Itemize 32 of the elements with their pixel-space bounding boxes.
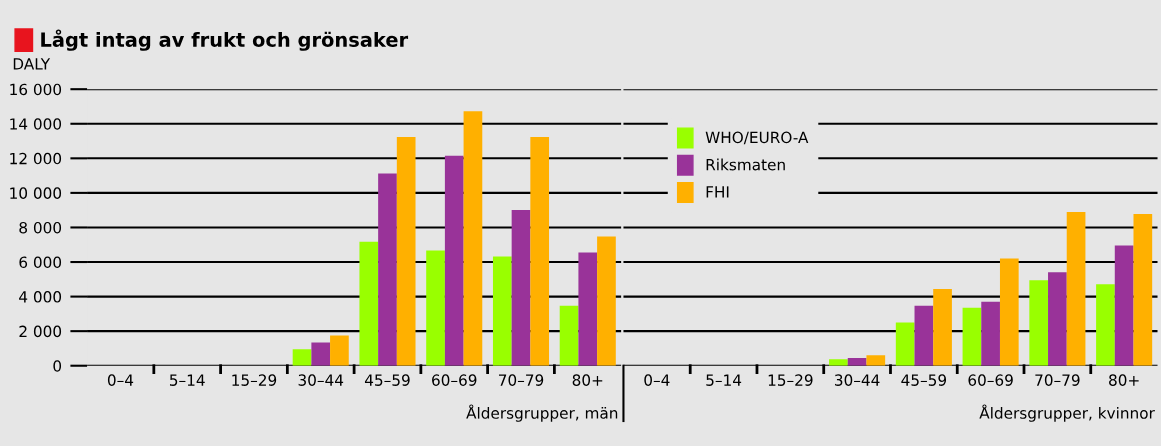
- x-tick-label: 80+: [1109, 374, 1139, 386]
- x-axis-title: Åldersgrupper, kvinnor: [979, 404, 1155, 422]
- y-tick-label: 4 000: [19, 291, 62, 303]
- x-tick-label: 45–59: [901, 374, 947, 386]
- x-tick-label: 15–29: [768, 374, 813, 386]
- legend-label: FHI: [706, 186, 729, 198]
- y-tick-label: 12 000: [10, 152, 62, 165]
- x-axis-title: Åldersgrupper, män: [466, 404, 618, 422]
- x-tick-label: 80+: [572, 374, 603, 386]
- x-tick-label: 0–4: [107, 374, 134, 386]
- x-tick-label: 5–14: [169, 374, 205, 386]
- x-tick-label: 45–59: [364, 374, 410, 386]
- x-tick-label: 70–79: [498, 374, 544, 386]
- x-tick-label: 60–69: [432, 374, 477, 386]
- x-tick-label: 60–69: [968, 374, 1013, 386]
- y-tick-label: 8 000: [19, 221, 62, 234]
- x-tick-label: 30–44: [835, 374, 880, 386]
- y-tick-label: 0: [53, 360, 62, 372]
- x-tick-label: 15–29: [232, 374, 277, 386]
- y-tick-label: 14 000: [10, 118, 62, 130]
- chart-title: Lågt intag av frukt och grönsaker: [41, 29, 409, 51]
- y-tick-label: 16 000: [10, 83, 62, 96]
- legend-label: Riksmaten: [706, 158, 785, 171]
- x-tick-label: 0–4: [644, 374, 670, 386]
- x-tick-label: 70–79: [1035, 374, 1080, 386]
- y-tick-label: 2 000: [19, 325, 62, 338]
- x-tick-label: 30–44: [298, 374, 344, 386]
- x-tick-label: 5–14: [706, 374, 742, 386]
- y-axis-title: DALY: [13, 58, 51, 70]
- legend-label: WHO/EURO-A: [705, 131, 809, 145]
- y-tick-label: 10 000: [10, 187, 62, 199]
- y-tick-label: 6 000: [19, 256, 62, 269]
